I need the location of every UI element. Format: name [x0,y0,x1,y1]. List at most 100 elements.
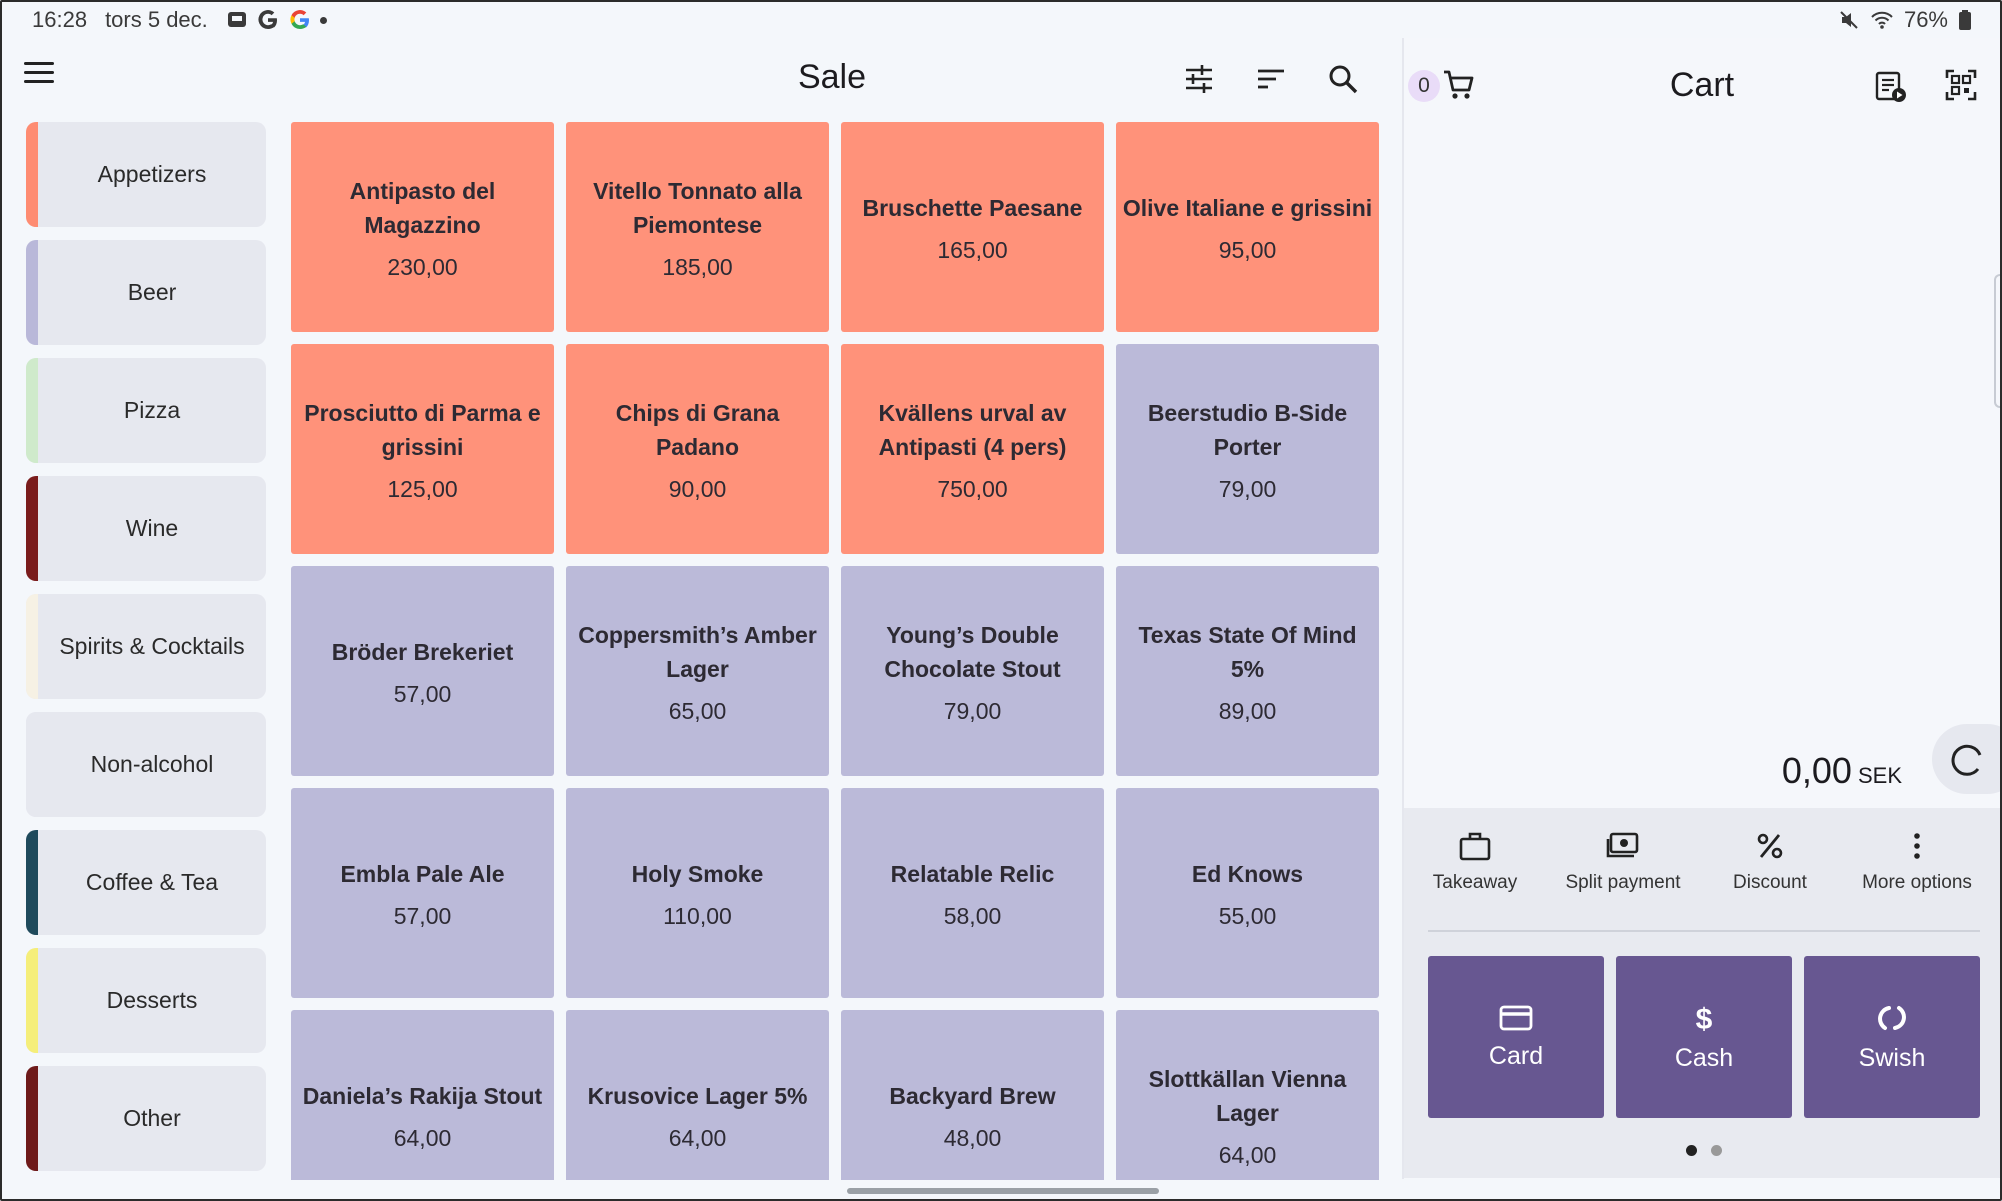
category-label: Desserts [106,987,198,1013]
status-bar: 16:28 tors 5 dec. 76% [2,2,2000,38]
product-price: 65,00 [668,697,727,724]
product-price: 58,00 [943,902,1002,929]
product-tile[interactable]: Beerstudio B-Side Porter 79,00 [1116,344,1379,554]
product-tile[interactable]: Bruschette Paesane 165,00 [841,122,1104,332]
product-tile[interactable]: Vitello Tonnato alla Piemontese 185,00 [566,122,829,332]
category-coffee-tea[interactable]: Coffee & Tea [26,830,266,935]
product-price: 230,00 [387,253,458,280]
svg-text:$: $ [1696,1003,1713,1034]
status-time: 16:28 [32,7,88,32]
product-price: 185,00 [662,253,733,280]
product-price: 57,00 [393,902,452,929]
page-dot[interactable] [1711,1145,1722,1156]
product-price: 48,00 [943,1124,1002,1151]
product-price: 57,00 [393,680,452,707]
more-notifications-dot [319,16,327,24]
category-color-stripe [26,712,38,817]
product-price: 125,00 [387,475,458,502]
product-name: Slottkällan Vienna Lager [1148,1065,1347,1126]
more-options-button[interactable]: More options [1842,830,1992,894]
product-tile[interactable]: Relatable Relic 58,00 [841,788,1104,998]
category-color-stripe [26,122,38,227]
product-tile[interactable]: Embla Pale Ale 57,00 [291,788,554,998]
product-price: 750,00 [937,475,1008,502]
side-panel-handle[interactable] [1994,274,2000,408]
refresh-button[interactable] [1932,724,2000,794]
product-name: Bruschette Paesane [862,194,1083,221]
discount-button[interactable]: Discount [1695,830,1845,894]
product-tile[interactable]: Prosciutto di Parma e grissini 125,00 [291,344,554,554]
product-tile[interactable]: Bröder Brekeriet 57,00 [291,566,554,776]
product-name: Relatable Relic [890,860,1055,887]
product-name: Vitello Tonnato alla Piemontese [593,177,802,238]
status-date: tors 5 dec. [105,7,208,32]
split-payment-button[interactable]: Split payment [1548,830,1698,894]
briefcase-icon [1459,832,1491,861]
product-price: 55,00 [1218,902,1277,929]
product-tile[interactable]: Young’s Double Chocolate Stout 79,00 [841,566,1104,776]
product-tile[interactable]: Olive Italiane e grissini 95,00 [1116,122,1379,332]
category-color-stripe [26,1066,38,1171]
product-name: Olive Italiane e grissini [1122,194,1373,221]
product-grid: Antipasto del Magazzino 230,00 Vitello To… [291,122,1379,1180]
product-name: Prosciutto di Parma e grissini [304,399,541,460]
pay-card-button[interactable]: Card [1428,956,1604,1118]
takeaway-button[interactable]: Takeaway [1400,830,1550,894]
cart-currency: SEK [1857,763,1902,788]
discount-label: Discount [1733,872,1807,893]
product-name: Ed Knows [1191,860,1304,887]
category-desserts[interactable]: Desserts [26,948,266,1053]
search-icon[interactable] [1326,62,1360,96]
category-wine[interactable]: Wine [26,476,266,581]
product-tile[interactable]: Chips di Grana Padano 90,00 [566,344,829,554]
payment-page-indicator [1686,1145,1722,1156]
product-price: 110,00 [663,902,732,929]
category-color-stripe [26,240,38,345]
category-label: Beer [127,279,177,305]
product-tile[interactable]: Slottkällan Vienna Lager 64,00 [1116,1010,1379,1180]
qr-scan-icon[interactable] [1944,68,1978,102]
category-non-alcohol[interactable]: Non-alcohol [26,712,266,817]
receipt-play-icon[interactable] [1874,70,1908,104]
category-spirits-cocktails[interactable]: Spirits & Cocktails [26,594,266,699]
product-tile[interactable]: Antipasto del Magazzino 230,00 [291,122,554,332]
product-name: Holy Smoke [631,860,764,887]
split-payment-label: Split payment [1565,872,1681,893]
pay-cash-button[interactable]: $ Cash [1616,956,1792,1118]
pay-card-label: Card [1488,1041,1544,1070]
product-tile[interactable]: Daniela’s Rakija Stout 64,00 [291,1010,554,1180]
category-color-stripe [26,476,38,581]
category-list: Appetizers Beer Pizza Wine Spirits & Coc… [26,122,266,1184]
product-tile[interactable]: Ed Knows 55,00 [1116,788,1379,998]
sort-icon[interactable] [1254,62,1288,96]
notification-app-icon [227,12,246,27]
product-price: 79,00 [943,697,1002,724]
pay-swish-button[interactable]: Swish [1804,956,1980,1118]
swish-icon [1878,1005,1906,1030]
filter-sliders-icon[interactable] [1182,62,1216,96]
page-dot-active[interactable] [1686,1145,1697,1156]
product-name: Backyard Brew [889,1082,1056,1109]
category-beer[interactable]: Beer [26,240,266,345]
category-label: Appetizers [97,161,207,187]
product-tile[interactable]: Krusovice Lager 5% 64,00 [566,1010,829,1180]
shopping-cart-icon[interactable] [1442,68,1476,102]
product-name: Chips di Grana Padano [615,399,780,460]
gesture-nav-handle[interactable] [847,1188,1159,1194]
category-label: Non-alcohol [90,751,214,777]
product-tile[interactable]: Backyard Brew 48,00 [841,1010,1104,1180]
product-tile[interactable]: Coppersmith’s Amber Lager 65,00 [566,566,829,776]
more-options-label: More options [1862,872,1972,893]
product-tile[interactable]: Kvällens urval av Antipasti (4 pers) 750,… [841,344,1104,554]
category-other[interactable]: Other [26,1066,266,1171]
product-name: Embla Pale Ale [340,860,505,887]
menu-icon[interactable] [24,62,54,88]
category-label: Coffee & Tea [85,869,219,895]
product-name: Bröder Brekeriet [331,638,514,665]
category-appetizers[interactable]: Appetizers [26,122,266,227]
product-tile[interactable]: Holy Smoke 110,00 [566,788,829,998]
split-payment-icon [1606,832,1639,858]
category-pizza[interactable]: Pizza [26,358,266,463]
product-tile[interactable]: Texas State Of Mind 5% 89,00 [1116,566,1379,776]
